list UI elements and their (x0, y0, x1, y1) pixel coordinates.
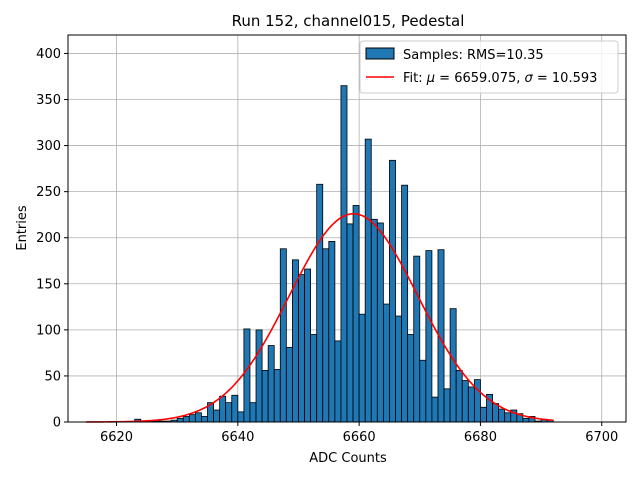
histogram-bar (182, 416, 190, 423)
histogram-bar (443, 388, 451, 423)
histogram-bar (334, 340, 342, 423)
histogram-bar (431, 396, 439, 423)
legend-fit-suffix: = 10.593 (533, 71, 598, 86)
y-tick-label: 400 (36, 47, 61, 62)
histogram-bar (201, 416, 208, 423)
histogram-bar (304, 268, 312, 423)
histogram-bar (273, 369, 281, 423)
histogram-bar (231, 394, 239, 423)
y-tick-label: 50 (44, 369, 61, 384)
x-tick-label: 6700 (585, 430, 618, 445)
histogram-bar (364, 138, 372, 423)
histogram-bar (285, 346, 293, 423)
histogram-bar (194, 412, 202, 423)
histogram-bar (340, 85, 348, 423)
x-tick-label: 6620 (100, 430, 133, 445)
histogram-bar (219, 395, 227, 423)
gaussian-fit-line (86, 212, 554, 423)
histogram-bar (261, 369, 269, 423)
histogram-bar (279, 248, 287, 423)
legend-hist-swatch (365, 47, 395, 60)
histogram-bar (176, 417, 184, 423)
histogram-bar (243, 328, 251, 423)
x-tick-label: 6640 (221, 430, 254, 445)
histogram-bar (352, 205, 360, 423)
y-axis-label: Entries (15, 205, 30, 251)
legend-frame (359, 40, 619, 94)
histogram-bar (492, 403, 500, 423)
histogram-bar (346, 223, 354, 423)
histogram-bar (473, 379, 481, 423)
histogram-bar (376, 222, 384, 423)
fit-curve-layer (86, 212, 554, 423)
histogram-bar (389, 159, 396, 423)
histogram-bar (267, 345, 275, 423)
y-tick-label: 150 (36, 277, 61, 292)
histogram-bar (455, 369, 463, 423)
axis-ticks: 6620 6640 6660 6680 6700 0 50 100 150 200 250 300 35… (36, 47, 618, 445)
histogram-bar (413, 255, 421, 423)
legend-fit-sigma: σ (525, 71, 534, 86)
x-axis-label: ADC Counts (309, 451, 387, 466)
histogram-bar (316, 183, 324, 423)
y-tick-label: 250 (36, 185, 61, 200)
histogram-bar (255, 329, 263, 423)
y-tick-label: 200 (36, 231, 61, 246)
histogram-bar (322, 248, 330, 423)
x-tick-label: 6660 (343, 430, 376, 445)
legend-fit-prefix: Fit: (403, 71, 427, 86)
histogram-bar (407, 334, 415, 423)
histogram-bar (310, 334, 318, 423)
legend-fit-mid: = 6659.075, (435, 71, 524, 86)
histogram-bar (358, 313, 366, 423)
histogram-bar (467, 386, 475, 423)
histogram-bar (370, 218, 378, 423)
legend-fit-mu: μ (426, 71, 435, 86)
histogram-bar (237, 411, 245, 423)
y-tick-label: 300 (36, 139, 61, 154)
y-tick-label: 350 (36, 93, 61, 108)
chart-title: Run 152, channel015, Pedestal (232, 12, 465, 30)
histogram-bar (504, 412, 512, 423)
histogram-bar (298, 274, 305, 423)
histogram-bar (401, 184, 409, 423)
histogram-bars (134, 85, 554, 423)
histogram-bar (188, 414, 196, 423)
histogram-bar (328, 240, 336, 423)
histogram-bar (522, 417, 530, 423)
histogram-bar (461, 380, 469, 423)
histogram-bar (425, 250, 433, 423)
plot-frame (67, 34, 627, 423)
histogram-bar (213, 409, 221, 423)
y-tick-label: 100 (36, 323, 61, 338)
histogram-bar (382, 303, 390, 423)
legend: Samples: RMS=10.35 Fit: μ = 6659.075, σ … (359, 40, 619, 94)
histogram-bar (480, 406, 487, 423)
x-tick-label: 6680 (464, 430, 497, 445)
histogram-bar (419, 359, 427, 423)
y-tick-label: 0 (53, 416, 61, 431)
histogram-bar (395, 315, 402, 423)
legend-fit-label: Fit: μ = 6659.075, σ = 10.593 (403, 71, 597, 86)
histogram-bar (449, 308, 457, 423)
histogram-bar (498, 408, 506, 423)
histogram-bar (225, 402, 233, 423)
histogram-bar (249, 402, 257, 423)
legend-hist-label: Samples: RMS=10.35 (403, 48, 544, 63)
